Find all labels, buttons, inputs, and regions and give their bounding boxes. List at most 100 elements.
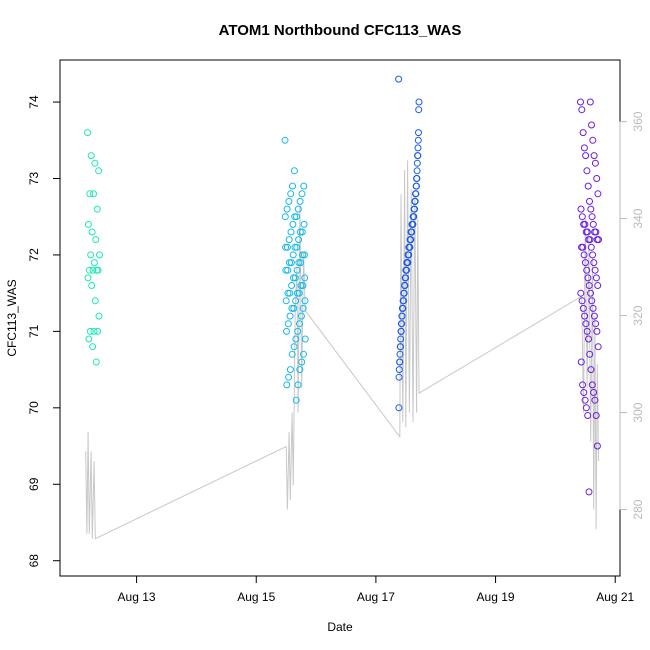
data-point-series-4 [587, 366, 595, 374]
data-point-series-4 [580, 389, 588, 396]
data-point-series-3 [413, 159, 421, 167]
data-point-series-2 [296, 320, 303, 328]
data-point-series-4 [588, 213, 596, 221]
data-point-series-2 [284, 289, 292, 297]
data-point-series-2 [294, 381, 302, 389]
data-point-series-1 [91, 159, 99, 167]
data-point-series-2 [294, 327, 302, 335]
data-point-series-2 [289, 220, 297, 228]
data-point-series-3 [398, 304, 406, 312]
data-point-series-2 [292, 335, 300, 343]
data-point-series-2 [290, 343, 298, 351]
data-point-series-2 [285, 197, 293, 205]
data-point-series-3 [408, 220, 416, 228]
data-point-series-3 [395, 373, 403, 381]
data-point-series-3 [396, 350, 404, 358]
x-axis: Aug 13 Aug 15 Aug 17 Aug 19 Aug 21 [118, 575, 635, 604]
data-point-series-3 [415, 129, 422, 137]
data-point-series-4 [589, 251, 597, 259]
data-point-series-4 [583, 327, 591, 335]
data-point-series-2 [286, 259, 293, 267]
data-point-series-1 [86, 190, 94, 198]
data-point-series-4 [577, 289, 585, 297]
data-point-series-4 [583, 266, 591, 274]
y-axis: 68 69 70 71 72 73 74 [27, 95, 61, 568]
data-point-series-1 [90, 190, 97, 198]
data-point-series-4 [578, 106, 586, 114]
data-point-series-4 [581, 396, 589, 404]
data-point-series-4 [589, 136, 597, 144]
data-point-series-4 [583, 167, 591, 175]
data-point-series-2 [300, 182, 308, 190]
data-point-series-1 [91, 297, 99, 305]
data-point-series-2 [288, 304, 296, 312]
data-point-series-4 [585, 488, 593, 496]
data-point-series-4 [579, 304, 587, 312]
data-point-series-2 [289, 251, 297, 259]
y-axis-label: CFC113_WAS [5, 279, 19, 356]
data-point-series-3 [403, 259, 411, 267]
data-point-series-3 [414, 136, 422, 144]
y-tick-label: 68 [27, 554, 41, 568]
data-point-series-1 [90, 327, 98, 335]
data-point-series-3 [412, 182, 420, 190]
data-point-series-1 [94, 327, 102, 335]
data-point-series-4 [586, 197, 593, 205]
data-point-series-4 [593, 442, 601, 450]
data-point-series-2 [293, 289, 301, 297]
data-point-series-3 [414, 144, 422, 152]
data-point-series-2 [290, 304, 298, 312]
data-point-series-4 [581, 259, 589, 267]
data-point-series-4 [595, 236, 602, 244]
y-tick-label: 70 [27, 401, 41, 415]
points-layer [84, 75, 602, 496]
y-tick-label: 71 [27, 324, 41, 338]
x-tick-label: Aug 19 [477, 590, 515, 604]
y-tick-label: 74 [27, 95, 41, 109]
data-point-series-4 [590, 389, 598, 396]
data-point-series-3 [395, 366, 403, 374]
data-point-series-2 [281, 136, 289, 144]
data-point-series-2 [301, 274, 309, 282]
data-point-series-4 [588, 121, 595, 129]
data-point-series-3 [413, 167, 421, 175]
data-point-series-1 [85, 335, 93, 343]
data-point-series-3 [405, 243, 413, 251]
data-point-series-2 [295, 236, 303, 244]
y2-tick-label: 320 [631, 305, 645, 325]
data-point-series-1 [92, 236, 100, 244]
data-point-series-4 [584, 412, 592, 419]
data-point-series-1 [89, 343, 97, 351]
data-point-series-1 [88, 228, 96, 236]
data-point-series-4 [584, 274, 592, 282]
data-point-series-4 [592, 228, 600, 236]
data-point-series-3 [412, 190, 419, 198]
y2-tick-label: 280 [631, 499, 645, 519]
data-point-series-2 [292, 396, 300, 404]
data-point-series-2 [299, 282, 307, 289]
data-point-series-3 [398, 312, 406, 320]
data-point-series-3 [415, 106, 423, 114]
data-point-series-4 [592, 274, 600, 282]
data-point-series-4 [593, 175, 601, 182]
data-point-series-1 [88, 282, 96, 289]
data-point-series-3 [411, 197, 419, 205]
data-point-series-2 [296, 228, 304, 236]
data-point-series-2 [286, 366, 294, 374]
data-point-series-2 [285, 236, 293, 244]
x-axis-label: Date [327, 620, 353, 634]
data-point-series-4 [586, 350, 594, 358]
data-point-series-3 [404, 251, 412, 259]
data-point-series-3 [397, 327, 405, 335]
data-point-series-2 [300, 350, 307, 358]
data-point-series-2 [298, 228, 306, 236]
data-point-series-4 [586, 98, 594, 106]
data-point-series-2 [287, 228, 295, 236]
data-point-series-1 [93, 205, 101, 213]
data-point-series-4 [587, 205, 595, 213]
data-point-series-2 [286, 312, 294, 320]
data-point-series-2 [296, 366, 304, 374]
x-tick-label: Aug 21 [596, 590, 634, 604]
data-point-series-4 [591, 396, 599, 404]
